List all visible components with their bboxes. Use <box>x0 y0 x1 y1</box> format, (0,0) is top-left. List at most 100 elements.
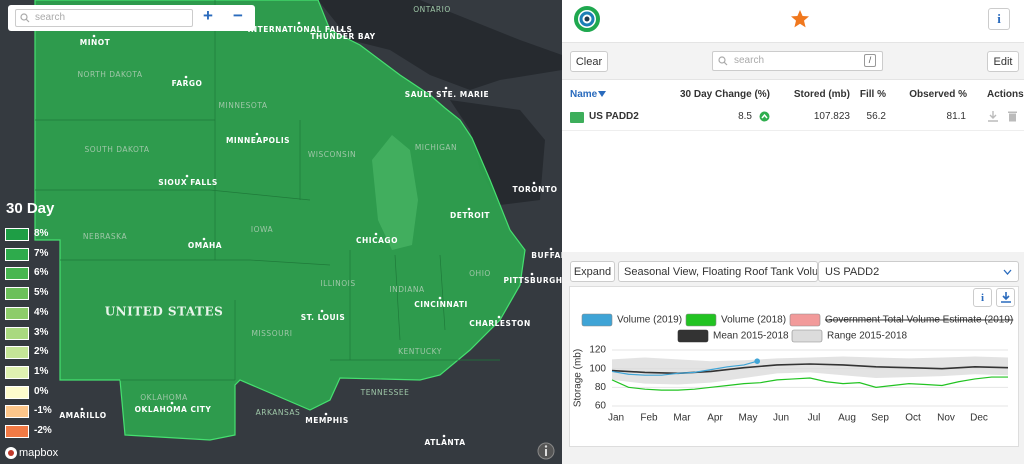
download-icon <box>1000 292 1011 303</box>
legend-label: 0% <box>34 385 49 397</box>
region-label: ILLINOIS <box>320 279 355 288</box>
legend-label: Government Total Volume Estimate (2019) <box>825 315 1013 326</box>
lake-michigan <box>372 135 418 250</box>
search-shortcut: / <box>864 54 876 67</box>
search-icon <box>718 56 728 66</box>
legend-label: -1% <box>34 405 52 417</box>
region-label: INDIANA <box>389 285 425 294</box>
city-dot <box>255 132 259 136</box>
y-tick-label: 80 <box>595 382 607 393</box>
chart-download-button[interactable] <box>996 288 1015 307</box>
row-observed: 81.1 <box>946 111 966 122</box>
column-header[interactable]: 30 Day Change (%) <box>679 89 770 100</box>
map-search[interactable]: search <box>15 9 193 27</box>
region-select-value: US PADD2 <box>825 265 880 278</box>
legend-swatch <box>5 247 29 261</box>
row-stored: 107.823 <box>813 111 850 122</box>
city-label: BUFFALO <box>531 251 562 260</box>
column-header: Actions <box>987 89 1024 100</box>
city-dot <box>80 407 84 411</box>
city-dot <box>320 309 324 313</box>
legend-swatch <box>5 287 29 301</box>
legend-swatch <box>685 313 717 327</box>
zoom-in[interactable]: + <box>203 6 213 25</box>
legend-swatch <box>5 405 29 419</box>
legend-label: 5% <box>34 287 49 299</box>
city-label: THUNDER BAY <box>310 32 375 41</box>
city-dot <box>467 207 471 211</box>
city-dot <box>530 272 534 276</box>
legend-swatch <box>5 365 29 379</box>
legend-swatch <box>5 326 29 340</box>
attribution: mapbox <box>19 447 59 459</box>
y-tick-label: 100 <box>589 363 606 374</box>
city-label: OMAHA <box>188 241 222 250</box>
column-header[interactable]: Name <box>570 89 607 100</box>
row-name[interactable]: US PADD2 <box>589 111 639 122</box>
edit-button[interactable]: Edit <box>987 51 1019 72</box>
change-up-icon <box>759 111 770 122</box>
region-label: SOUTH DAKOTA <box>84 145 149 154</box>
column-header[interactable]: Stored (mb) <box>793 89 850 100</box>
legend-label: Mean 2015-2018 <box>713 331 789 342</box>
mapbox-logo <box>5 447 17 459</box>
y-tick-label: 120 <box>589 345 606 356</box>
x-tick-label: Aug <box>838 413 856 424</box>
range-area <box>612 356 1008 385</box>
region-label: IOWA <box>251 225 274 234</box>
info-icon[interactable] <box>536 441 556 461</box>
city-label: DETROIT <box>450 211 490 220</box>
city-dot <box>297 21 301 25</box>
table-search[interactable]: search / <box>712 51 883 71</box>
x-tick-label: Jul <box>808 413 821 424</box>
y-tick-label: 60 <box>595 401 607 412</box>
legend-label: 6% <box>34 267 49 279</box>
series-line <box>611 360 758 376</box>
region-label: UNITED STATES <box>105 305 224 319</box>
city-dot <box>185 174 189 178</box>
city-label: SIOUX FALLS <box>158 178 218 187</box>
region-padd2[interactable] <box>34 0 526 441</box>
region-label: NORTH DAKOTA <box>77 70 142 79</box>
city-dot <box>438 296 442 300</box>
expand-button[interactable]: Expand <box>570 261 615 282</box>
legend-label: Volume (2018) <box>721 315 786 326</box>
lake-huron <box>450 100 545 205</box>
city-dot <box>92 34 96 38</box>
x-tick-label: Apr <box>707 413 723 424</box>
state-borders <box>35 0 500 381</box>
legend-swatch <box>677 329 709 343</box>
column-header[interactable]: Observed % <box>909 89 967 100</box>
region-select[interactable]: US PADD2 <box>818 261 1019 282</box>
chart-info-button[interactable]: i <box>973 288 992 307</box>
legend-swatch <box>5 228 29 241</box>
legend-label: 1% <box>34 365 49 377</box>
clear-button[interactable]: Clear <box>570 51 608 72</box>
city-dot <box>549 247 553 251</box>
zoom-out[interactable]: − <box>233 6 243 25</box>
legend-swatch <box>5 306 29 320</box>
legend-label: 8% <box>34 228 49 239</box>
city-label: TORONTO <box>513 185 558 194</box>
x-tick-label: Oct <box>905 413 921 424</box>
column-header[interactable]: Fill % <box>859 89 886 100</box>
legend-swatch <box>5 385 29 399</box>
info-button[interactable]: i <box>988 8 1010 30</box>
map[interactable]: ONTARIO MINOT NORTH DAKOTA FARGO INTERNATION… <box>0 0 562 464</box>
region-label: WISCONSIN <box>308 150 356 159</box>
city-dot <box>532 181 536 185</box>
sort-arrow <box>598 91 607 97</box>
city-label: SAULT STE. MARIE <box>405 90 489 99</box>
x-tick-label: Jan <box>608 413 624 424</box>
download-action[interactable] <box>988 111 998 122</box>
favorite-star[interactable] <box>790 9 810 29</box>
city-dot <box>340 28 344 32</box>
city-label: CHICAGO <box>356 236 398 245</box>
city-dot <box>202 237 206 241</box>
legend-label: 4% <box>34 306 49 318</box>
view-select[interactable]: Seasonal View, Floating Roof Tank Volu <box>618 261 818 282</box>
x-tick-label: Mar <box>673 413 691 424</box>
series-marker <box>754 358 760 364</box>
city-dot <box>444 86 448 90</box>
delete-action[interactable] <box>1008 111 1017 122</box>
